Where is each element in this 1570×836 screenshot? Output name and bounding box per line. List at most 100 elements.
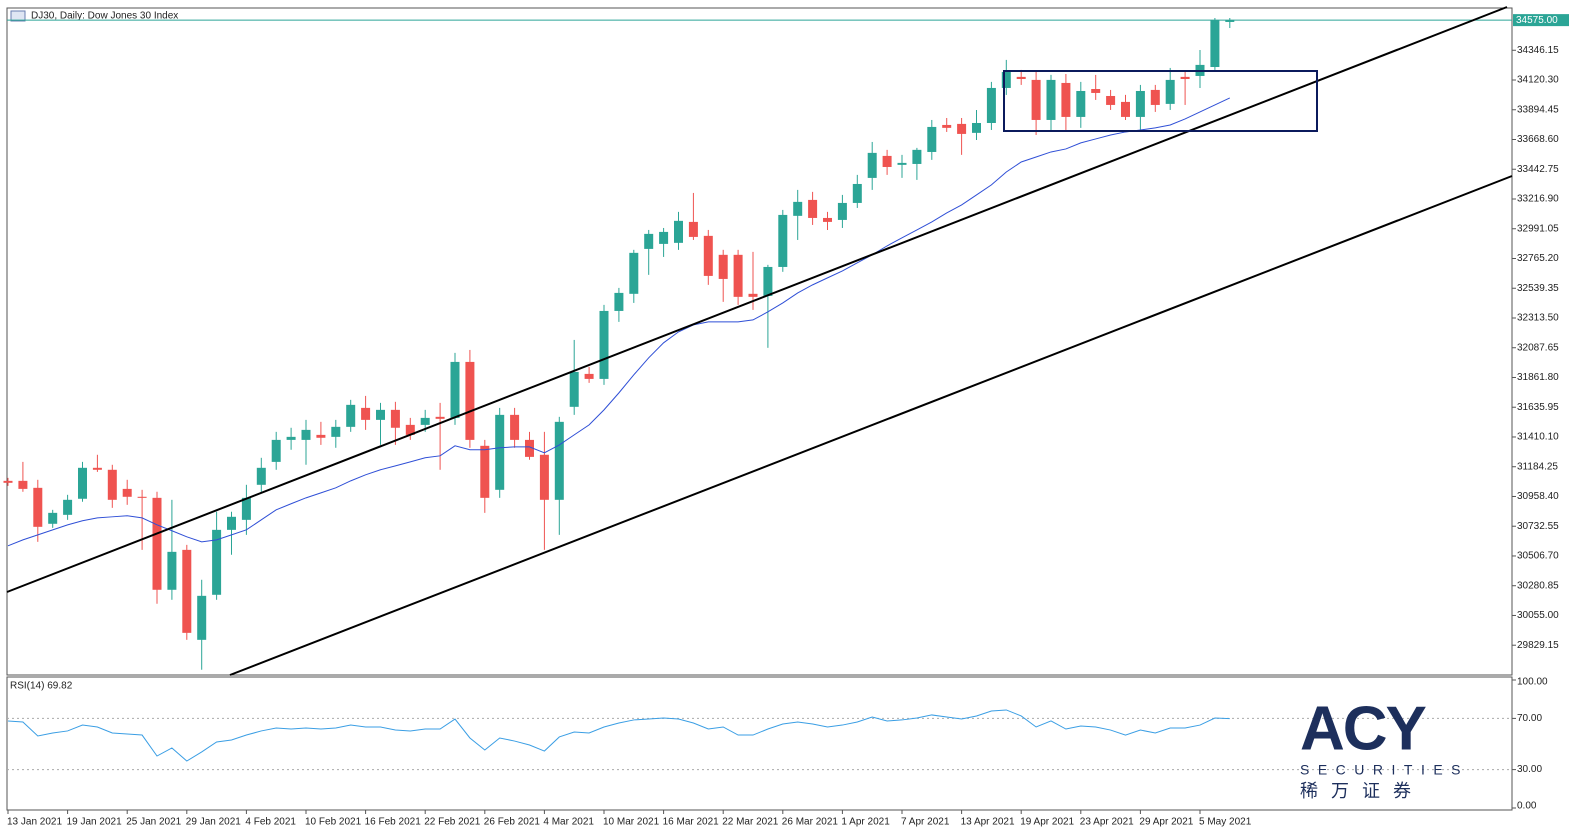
x-tick-label: 13 Apr 2021 (961, 817, 1015, 828)
candle-body (316, 434, 326, 438)
y-tick-label: 32765.20 (1517, 253, 1559, 264)
x-tick-label: 25 Jan 2021 (126, 817, 181, 828)
candle-body (793, 201, 803, 216)
candle-body (1121, 101, 1130, 117)
logo: ACY SECURITIES 稀 万 证 券 (1300, 694, 1469, 801)
candle-body (823, 217, 832, 222)
candle-body (18, 480, 28, 489)
candle-body (882, 155, 892, 167)
candle-body (644, 233, 654, 249)
candle-body (1150, 89, 1160, 105)
candle-body (465, 361, 475, 440)
candle-body (808, 199, 818, 218)
y-tick-label: 32991.05 (1517, 223, 1559, 234)
y-tick-label: 31861.80 (1517, 372, 1559, 383)
x-tick-label: 5 May 2021 (1199, 817, 1252, 828)
candle-body (167, 551, 177, 590)
candle-body (420, 417, 430, 425)
last-price-label: 34575.00 (1516, 15, 1558, 26)
candle-body (301, 429, 311, 440)
candle-body (972, 122, 981, 133)
candle-body (495, 414, 505, 490)
candle-body (569, 371, 579, 407)
y-tick-label: 33894.45 (1517, 104, 1559, 115)
candle-body (674, 220, 683, 243)
x-tick-label: 16 Feb 2021 (365, 817, 422, 828)
candle-body (957, 123, 967, 134)
candle-body (1016, 76, 1026, 79)
candle-body (271, 439, 281, 462)
candle-body (688, 221, 698, 237)
x-tick-label: 4 Feb 2021 (245, 817, 296, 828)
candle-body (33, 487, 43, 527)
candle-body (718, 254, 728, 279)
chart-title: DJ30, Daily: Dow Jones 30 Index (31, 11, 178, 22)
candle-body (1180, 76, 1190, 79)
candle-body (152, 497, 162, 590)
candle-body (1106, 95, 1116, 105)
candle-body (599, 310, 609, 379)
main-panel (6, 7, 1513, 676)
y-tick-label: 33668.60 (1517, 134, 1559, 145)
candle-body (92, 467, 102, 470)
candle-body (48, 512, 58, 524)
y-tick-label: 30958.40 (1517, 491, 1559, 502)
y-tick-label: 32087.65 (1517, 342, 1559, 353)
candle-body (1076, 90, 1086, 117)
x-tick-label: 19 Jan 2021 (67, 817, 122, 828)
candle-body (986, 87, 996, 123)
x-tick-label: 26 Mar 2021 (782, 817, 839, 828)
x-tick-label: 26 Feb 2021 (484, 817, 541, 828)
candle-body (78, 467, 87, 499)
y-tick-label: 29829.15 (1517, 640, 1559, 651)
candle-body (450, 361, 460, 418)
candle-body (361, 407, 371, 420)
candle-body (1165, 79, 1175, 104)
x-tick-label: 16 Mar 2021 (663, 817, 720, 828)
candle-body (927, 126, 937, 152)
x-tick-label: 22 Mar 2021 (722, 817, 779, 828)
candle-body (912, 149, 922, 164)
candle-body (227, 516, 236, 530)
candle-body (137, 496, 147, 498)
y-tick-label: 34120.30 (1517, 75, 1559, 86)
candle-body (1001, 72, 1011, 88)
candle-body (942, 124, 952, 128)
candle-body (331, 426, 341, 437)
y-tick-label: 32313.50 (1517, 313, 1559, 324)
x-tick-label: 10 Mar 2021 (603, 817, 660, 828)
candle-body (197, 595, 207, 640)
x-tick-label: 22 Feb 2021 (424, 817, 481, 828)
y-tick-label: 31184.25 (1517, 461, 1558, 472)
candle-body (778, 214, 788, 267)
range-box (1003, 70, 1318, 132)
candle-body (1210, 19, 1220, 68)
logo-tagline: SECURITIES (1300, 762, 1469, 778)
candle-body (241, 497, 251, 520)
y-tick-label: 33216.90 (1517, 194, 1559, 205)
candle-body (733, 254, 743, 297)
y-tick-label: 33442.75 (1517, 164, 1559, 175)
candle-body (435, 416, 445, 419)
candle-body (405, 424, 415, 435)
plot: 34346.15 34120.30 33894.45 33668.60 33442.75… (3, 14, 1569, 828)
trend-line (6, 6, 1508, 593)
candle-body (182, 549, 192, 633)
rsi-title: RSI(14) 69.82 (10, 681, 73, 692)
candle-body (525, 439, 534, 457)
rsi-panel (6, 676, 1513, 811)
y-tick-label: 30280.85 (1517, 580, 1559, 591)
candle-body (376, 409, 385, 420)
logo-chinese: 稀 万 证 券 (1300, 781, 1415, 801)
candle-body (256, 467, 266, 485)
chart-icon (10, 10, 26, 22)
candle-body (629, 252, 639, 294)
candle-body (897, 162, 907, 165)
last-price-box (1513, 14, 1569, 27)
y-tick-label: 32539.35 (1517, 283, 1559, 294)
candle-body (480, 445, 490, 498)
candle-body (3, 480, 13, 483)
candle-body (286, 436, 296, 440)
x-tick-label: 7 Apr 2021 (901, 817, 950, 828)
